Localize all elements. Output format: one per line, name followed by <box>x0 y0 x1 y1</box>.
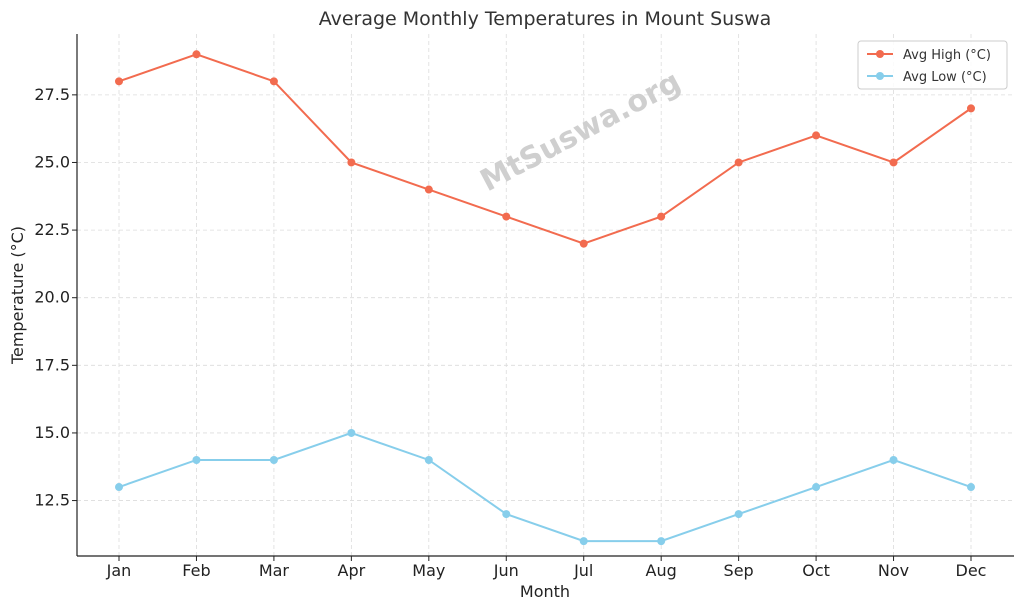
axes <box>76 34 1014 557</box>
x-tick-label: Apr <box>338 561 366 580</box>
data-point <box>812 483 821 492</box>
data-point <box>347 428 356 437</box>
y-tick-label: 15.0 <box>34 423 70 442</box>
data-point <box>502 212 511 221</box>
x-tick-label: Aug <box>646 561 677 580</box>
x-axis-label: Month <box>520 582 570 601</box>
data-point <box>579 537 588 546</box>
data-point <box>115 483 123 492</box>
data-point <box>734 510 743 519</box>
data-point <box>424 185 433 194</box>
x-tick-label: Nov <box>878 561 909 580</box>
data-point <box>812 131 821 140</box>
data-point <box>269 77 278 86</box>
y-tick-label: 22.5 <box>34 220 70 239</box>
legend-swatch-marker <box>876 50 884 58</box>
data-point <box>657 537 666 546</box>
data-point <box>967 483 975 492</box>
data-point <box>192 455 201 464</box>
x-tick-label: Mar <box>259 561 290 580</box>
data-point <box>115 77 123 86</box>
x-tick-label: Jan <box>106 561 132 580</box>
y-tick-label: 25.0 <box>34 152 70 171</box>
data-point <box>734 158 743 167</box>
y-tick-label: 20.0 <box>34 288 70 307</box>
series-line-avg-low <box>118 431 972 543</box>
legend: Avg High (°C) Avg Low (°C) <box>857 40 1008 90</box>
data-point <box>889 455 898 464</box>
data-point <box>424 455 433 464</box>
legend-label: Avg Low (°C) <box>903 70 987 85</box>
x-tick-label: Sep <box>724 561 754 580</box>
x-tick-label: Oct <box>802 561 830 580</box>
y-tick-label: 12.5 <box>34 491 70 510</box>
data-point <box>347 158 356 167</box>
x-tick-label: Dec <box>956 561 987 580</box>
legend-swatch-marker <box>876 72 884 80</box>
x-tick-label: May <box>412 561 445 580</box>
x-tick-label: Feb <box>182 561 210 580</box>
y-axis-label: Temperature (°C) <box>8 226 27 365</box>
series-line-avg-high <box>118 53 972 245</box>
legend-box <box>857 40 1008 90</box>
series-layer <box>115 50 975 546</box>
ticks: 12.5 15.0 17.5 20.0 22.5 25.0 27.5 Jan Feb Mar Apr… <box>34 85 986 580</box>
data-point <box>502 510 511 519</box>
data-point <box>269 455 278 464</box>
data-point <box>579 239 588 248</box>
data-point <box>657 212 666 221</box>
y-tick-label: 27.5 <box>34 85 70 104</box>
chart-title: Average Monthly Temperatures in Mount Su… <box>319 8 772 30</box>
data-point <box>967 104 975 113</box>
y-tick-label: 17.5 <box>34 355 70 374</box>
x-tick-label: Jun <box>493 561 519 580</box>
data-point <box>889 158 898 167</box>
grid <box>77 34 1014 556</box>
data-point <box>192 50 201 59</box>
x-tick-label: Jul <box>573 561 593 580</box>
legend-label: Avg High (°C) <box>903 48 991 63</box>
